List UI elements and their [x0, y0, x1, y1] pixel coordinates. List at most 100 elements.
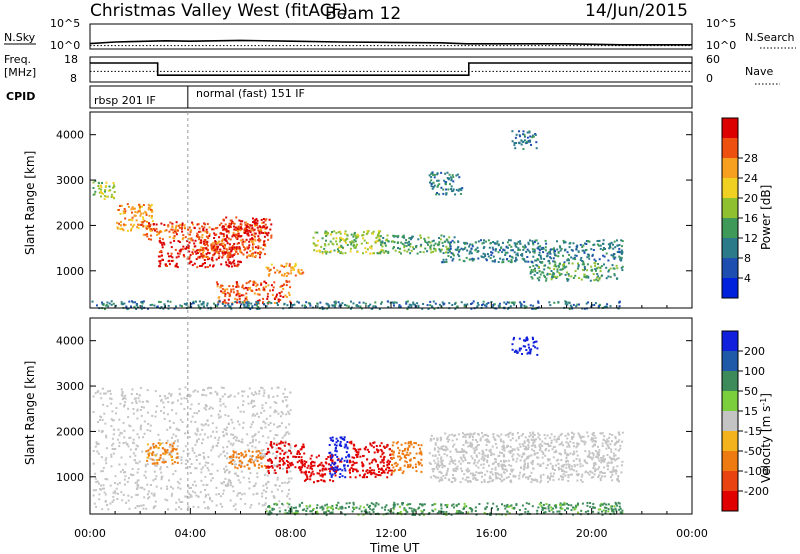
power-cells-cell — [238, 246, 241, 249]
vel-cells-cell — [193, 451, 196, 454]
power-cells-cell — [337, 251, 339, 254]
vel-cells-cell — [608, 456, 611, 459]
power-cells-cell — [270, 284, 273, 287]
power-cells-cell — [598, 244, 600, 247]
vel-cells-cell — [609, 505, 612, 508]
vel-cells-cell — [407, 454, 410, 457]
vel-cells-cell — [430, 434, 433, 437]
vel-cells-cell — [242, 421, 245, 424]
power-cells-cell — [582, 262, 585, 265]
vel-cells-cell — [536, 451, 539, 454]
power-cells-cell — [180, 248, 183, 251]
vel-cells-cell — [567, 432, 570, 435]
vel-cells-cell — [535, 438, 537, 441]
power-cells-cell — [251, 289, 254, 292]
vel-cells-cell — [415, 470, 418, 473]
vel-cells-cell — [301, 462, 304, 465]
power-cells-cell — [383, 251, 386, 254]
vel-cells-cell — [405, 461, 408, 464]
vel-cells-cell — [533, 440, 536, 443]
power-cells-cell — [620, 256, 623, 259]
vel-cells-cell — [267, 423, 270, 426]
vel-cells-cell — [469, 443, 472, 446]
power-cells-cell — [434, 248, 437, 251]
vel-cells-cell — [96, 443, 99, 446]
vel-cells-cell — [156, 462, 159, 464]
power-cells-cell — [201, 249, 204, 252]
power-cells-cell — [445, 183, 447, 186]
power-cells-cell — [553, 268, 556, 271]
vel-cells-cell — [518, 443, 521, 446]
vel-cells-cell — [153, 492, 156, 495]
vel-cells-cell — [539, 447, 542, 450]
vel-cells-cell — [475, 478, 478, 481]
vel-cells-cell — [503, 449, 506, 452]
vel-cells-cell — [586, 455, 589, 458]
vel-cells-cell — [494, 461, 497, 464]
vel-cells-cell — [269, 430, 272, 433]
vel-cells-cell — [250, 402, 253, 405]
plot-title: Christmas Valley West (fitACF) — [90, 1, 348, 21]
vel-cells-cell — [397, 455, 399, 458]
power-cells-cell — [316, 231, 319, 234]
power-cells-cell — [384, 250, 387, 253]
power-cells-cell — [237, 247, 240, 250]
vel-cells-cell — [375, 445, 378, 447]
power-cells-cell — [577, 265, 580, 268]
vel-cells-cell — [494, 466, 497, 469]
vel-cells-cell — [609, 457, 612, 460]
vel-cells-cell — [281, 441, 284, 444]
vel-cells-cell — [455, 438, 458, 441]
vel-cells-cell — [482, 453, 485, 456]
vel-cells-cell — [573, 465, 576, 468]
power-cells-cell — [120, 301, 123, 304]
vel-cells-cell — [593, 462, 596, 465]
power-cells-cell — [246, 303, 249, 306]
power-cells-cell — [540, 248, 543, 251]
vel-cells-cell — [170, 485, 172, 488]
power-cells-cell — [198, 306, 200, 309]
vel-cells-cell — [127, 499, 130, 502]
power-cells-cell — [225, 228, 228, 231]
power-cells-cell — [258, 288, 261, 291]
power-cells-cell — [222, 245, 225, 248]
vel-cells-cell — [487, 481, 489, 484]
vel-cells-cell — [454, 448, 457, 451]
vel-cells-cell — [453, 443, 456, 446]
vel-cells-cell — [510, 468, 513, 471]
power-cells-cell — [193, 245, 196, 248]
vel-cells-cell — [404, 447, 407, 450]
vel-cells-cell — [408, 444, 411, 447]
vel-cells-cell — [431, 454, 434, 457]
power-cells-cell — [510, 261, 513, 264]
vel-cells-cell — [259, 456, 262, 459]
vel-cells-cell — [192, 505, 195, 508]
power-cells-cell — [171, 256, 174, 259]
power-cells-cell — [219, 232, 222, 235]
vel-cells-cell — [454, 469, 457, 472]
vel-cells-cell — [478, 472, 481, 475]
power-cells-cell — [290, 266, 293, 269]
vel-cells-cell — [506, 433, 509, 436]
power-cells-cell — [191, 252, 194, 255]
power-cells-cell — [513, 142, 516, 144]
power-cells-cell — [259, 246, 262, 249]
power-cells-cell — [141, 305, 143, 308]
power-cells-cell — [243, 301, 246, 304]
power-cells-cell — [513, 301, 516, 304]
vel-cells-cell — [400, 443, 403, 446]
vel-cells-cell — [513, 448, 516, 451]
vel-cells-cell — [300, 471, 303, 474]
vel-cells-cell — [357, 451, 360, 454]
power-cells-cell — [222, 301, 225, 304]
power-cells-cell — [136, 226, 139, 229]
power-cells-cell — [529, 239, 531, 242]
power-cells-cell — [262, 218, 265, 220]
power-cells-cell — [170, 246, 173, 249]
vel-cells-cell — [251, 450, 254, 453]
vel-cells-cell — [281, 482, 284, 484]
vel-cells-cell — [204, 464, 207, 467]
vel-cells-cell — [257, 466, 260, 469]
vel-cells-cell — [269, 422, 272, 425]
power-cells-cell — [94, 190, 97, 193]
